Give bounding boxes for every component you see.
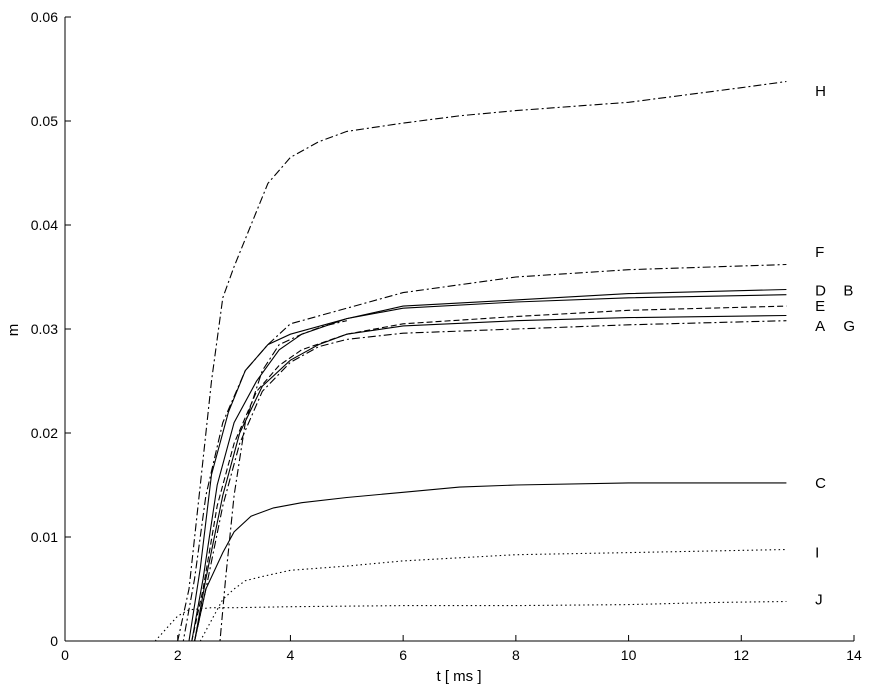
series-line — [65, 80, 787, 642]
series-line — [65, 320, 347, 642]
series-line — [65, 263, 787, 642]
x-axis-label: t [ ms ] — [437, 668, 482, 685]
y-tick-label: 0.05 — [31, 113, 58, 129]
x-tick-label: 8 — [512, 647, 520, 663]
x-tick-label: 10 — [621, 647, 637, 663]
series-label: A — [815, 318, 825, 335]
series-label: F — [815, 244, 824, 261]
series-line — [65, 294, 787, 642]
series-line — [65, 482, 787, 642]
x-tick-label: 6 — [399, 647, 407, 663]
x-tick-label: 14 — [846, 647, 862, 663]
axis-ticks: 0 2 4 6 8 10 12 14 0 0.01 0.02 0.03 0.04 0.05 0.06 — [31, 9, 862, 663]
y-tick-label: 0 — [50, 633, 58, 649]
y-axis-label: m — [5, 324, 22, 337]
y-tick-label: 0.02 — [31, 425, 58, 441]
y-tick-label: 0.03 — [31, 321, 58, 337]
series-line — [65, 305, 787, 642]
series-line — [65, 548, 787, 642]
series-lines — [65, 80, 787, 642]
x-tick-label: 0 — [61, 647, 69, 663]
series-labels: H F D B EA G C I J — [815, 83, 855, 609]
series-label: B — [843, 283, 853, 300]
series-label: D — [815, 283, 826, 300]
series-line — [65, 288, 787, 642]
series-line — [65, 320, 787, 642]
series-line — [65, 600, 787, 642]
y-tick-label: 0.06 — [31, 9, 58, 25]
y-tick-label: 0.04 — [31, 217, 58, 233]
series-label: J — [815, 591, 823, 608]
x-tick-label: 4 — [287, 647, 295, 663]
y-tick-label: 0.01 — [31, 529, 58, 545]
series-line — [65, 314, 787, 642]
x-tick-label: 12 — [733, 647, 749, 663]
series-label: C — [815, 475, 826, 492]
series-label: I — [815, 545, 819, 562]
series-label: G — [843, 318, 855, 335]
x-tick-label: 2 — [174, 647, 182, 663]
series-label: H — [815, 83, 826, 100]
series-label: E — [815, 298, 825, 315]
